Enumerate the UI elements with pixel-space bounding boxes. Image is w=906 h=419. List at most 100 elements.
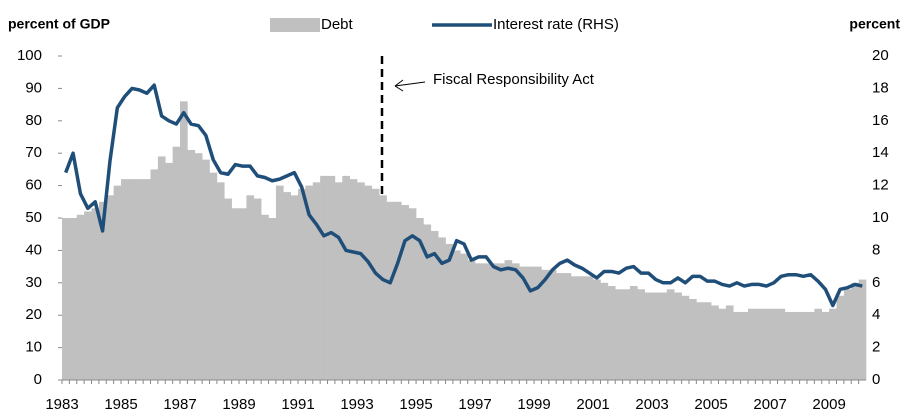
bar bbox=[600, 282, 609, 380]
annotation-arrow bbox=[394, 81, 426, 87]
bar bbox=[497, 263, 505, 380]
bar bbox=[438, 237, 446, 380]
x-tick-label: 1991 bbox=[281, 396, 314, 413]
bar bbox=[327, 175, 336, 380]
bar bbox=[821, 311, 830, 380]
bar bbox=[275, 185, 284, 380]
y-tick-label: 100 bbox=[17, 47, 42, 64]
bar bbox=[408, 208, 417, 380]
y-tick-label: 20 bbox=[25, 306, 42, 323]
bar bbox=[858, 279, 867, 380]
bar bbox=[393, 201, 402, 380]
bar bbox=[239, 208, 247, 380]
bar bbox=[187, 149, 196, 380]
bar bbox=[416, 218, 424, 380]
bar bbox=[268, 218, 277, 380]
bar bbox=[475, 263, 483, 380]
bar bbox=[784, 311, 793, 380]
bar bbox=[379, 195, 387, 380]
bar bbox=[283, 192, 291, 380]
bar bbox=[755, 308, 764, 380]
bar bbox=[194, 153, 203, 380]
bar bbox=[202, 159, 210, 380]
bar bbox=[445, 243, 454, 380]
bar bbox=[62, 218, 70, 380]
bar bbox=[143, 179, 151, 380]
bar bbox=[342, 175, 350, 380]
bar bbox=[253, 198, 262, 380]
bar bbox=[644, 292, 653, 380]
bar bbox=[740, 311, 749, 380]
bar bbox=[814, 308, 823, 380]
y2-axis-title: percent bbox=[849, 16, 900, 32]
y2-tick-label: 4 bbox=[872, 306, 880, 323]
bar bbox=[305, 185, 314, 380]
x-tick-label: 1989 bbox=[222, 396, 255, 413]
bar bbox=[519, 266, 527, 380]
legend-label: Debt bbox=[321, 16, 354, 33]
bar bbox=[290, 195, 299, 380]
bar bbox=[836, 295, 845, 380]
bar bbox=[320, 175, 328, 380]
x-tick-label: 1985 bbox=[104, 396, 137, 413]
y2-tick-label: 8 bbox=[872, 241, 880, 258]
y2-tick-label: 10 bbox=[872, 209, 889, 226]
bar bbox=[172, 146, 181, 380]
bar bbox=[733, 311, 741, 380]
bar bbox=[652, 292, 660, 380]
y-tick-label: 50 bbox=[25, 209, 42, 226]
bar bbox=[430, 230, 439, 380]
bar bbox=[703, 302, 712, 380]
bar bbox=[570, 276, 579, 380]
bar bbox=[799, 311, 808, 380]
bar bbox=[696, 302, 705, 380]
bar bbox=[659, 292, 668, 380]
bar bbox=[585, 276, 594, 380]
legend-label: Interest rate (RHS) bbox=[493, 16, 619, 33]
y-tick-label: 80 bbox=[25, 112, 42, 129]
bar bbox=[121, 179, 129, 380]
bar bbox=[231, 208, 240, 380]
bar bbox=[629, 286, 638, 380]
bar bbox=[578, 276, 587, 380]
x-tick-label: 1993 bbox=[340, 396, 373, 413]
bar bbox=[165, 162, 173, 380]
bar bbox=[246, 195, 255, 380]
bar bbox=[423, 224, 432, 380]
bar bbox=[91, 208, 100, 380]
y2-tick-label: 0 bbox=[872, 371, 880, 388]
bar bbox=[401, 205, 409, 380]
bar bbox=[489, 263, 498, 380]
bar bbox=[718, 308, 727, 380]
bar bbox=[681, 295, 690, 380]
y-tick-label: 90 bbox=[25, 79, 42, 96]
bar bbox=[209, 172, 218, 380]
bar bbox=[334, 182, 343, 380]
bar bbox=[371, 188, 380, 380]
bar bbox=[98, 201, 107, 380]
bar bbox=[615, 289, 623, 380]
annotation: Fiscal Responsibility Act bbox=[433, 71, 595, 88]
y2-tick-label: 18 bbox=[872, 79, 889, 96]
bar bbox=[688, 299, 697, 380]
x-tick-label: 1983 bbox=[45, 396, 78, 413]
y-tick-label: 70 bbox=[25, 144, 42, 161]
bar bbox=[69, 218, 78, 380]
bar bbox=[106, 195, 114, 380]
y2-tick-label: 16 bbox=[872, 112, 889, 129]
bar bbox=[563, 273, 572, 380]
y2-tick-label: 2 bbox=[872, 339, 880, 356]
bar bbox=[261, 214, 269, 380]
bar bbox=[711, 305, 719, 380]
bar bbox=[386, 201, 395, 380]
bar bbox=[84, 211, 92, 380]
bar bbox=[224, 198, 232, 380]
legend-swatch bbox=[270, 18, 320, 32]
bar bbox=[216, 182, 225, 380]
x-tick-label: 2001 bbox=[576, 396, 609, 413]
bar bbox=[357, 182, 365, 380]
bar bbox=[843, 289, 852, 380]
bar bbox=[666, 289, 675, 380]
bar bbox=[747, 308, 756, 380]
